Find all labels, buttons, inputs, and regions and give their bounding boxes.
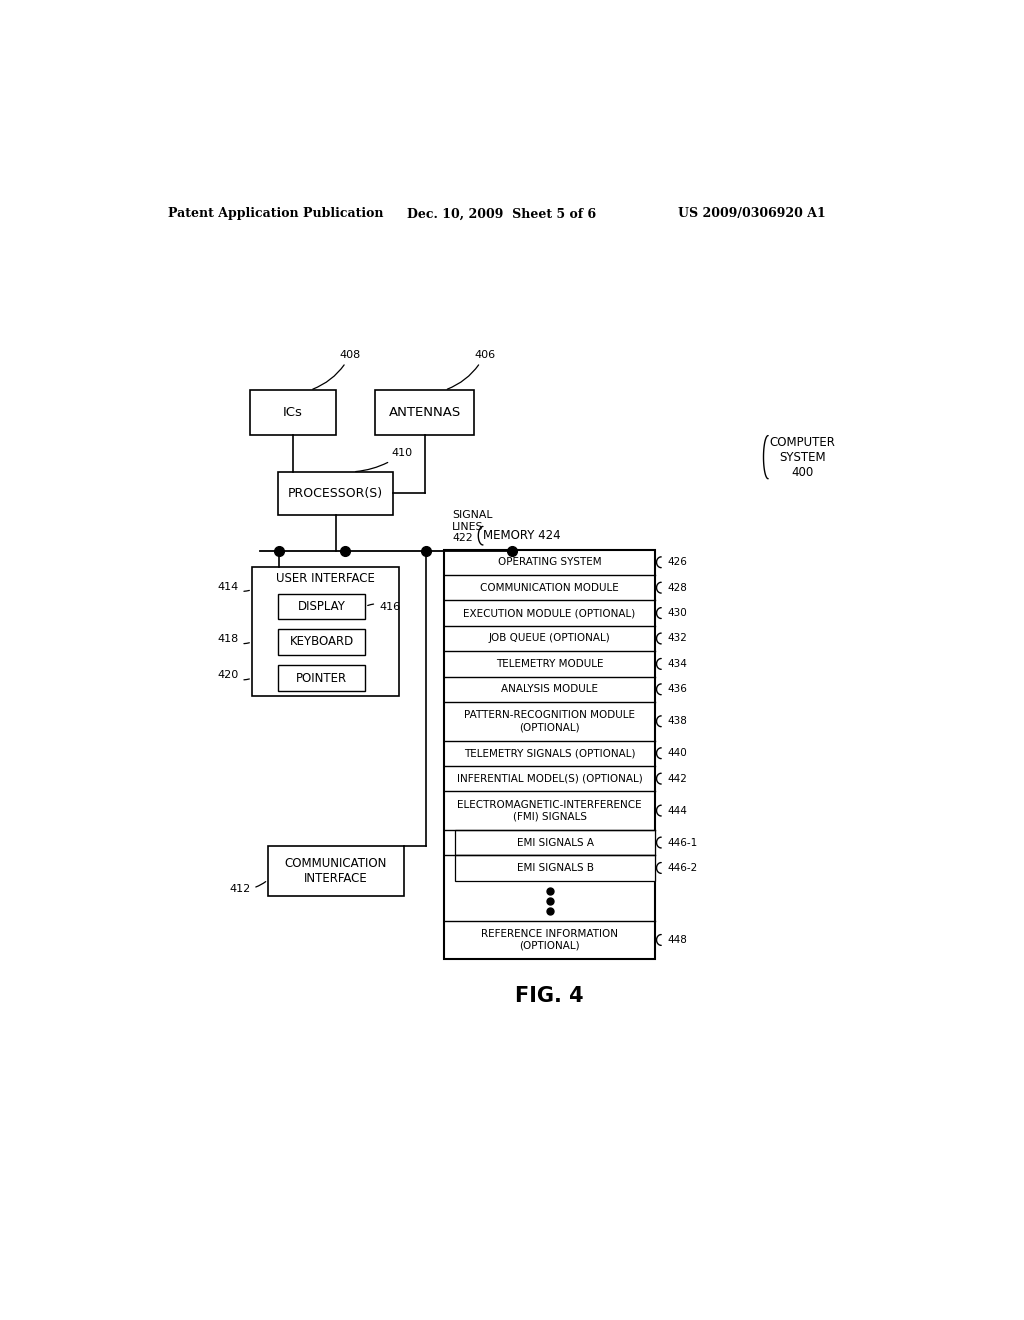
Text: COMMUNICATION MODULE: COMMUNICATION MODULE (480, 582, 618, 593)
Bar (268, 846, 403, 896)
Bar (279, 471, 393, 515)
Text: 448: 448 (668, 935, 687, 945)
Text: ANTENNAS: ANTENNAS (389, 407, 461, 418)
Text: 414: 414 (217, 582, 250, 591)
Bar (455, 830, 655, 855)
Text: SIGNAL
LINES
422: SIGNAL LINES 422 (452, 511, 493, 544)
Text: 418: 418 (217, 634, 250, 644)
Text: 420: 420 (217, 671, 250, 680)
Text: US 2009/0306920 A1: US 2009/0306920 A1 (678, 207, 826, 220)
Text: ANALYSIS MODULE: ANALYSIS MODULE (501, 684, 598, 694)
Bar (279, 630, 366, 655)
Text: KEYBOARD: KEYBOARD (290, 635, 354, 648)
Text: 438: 438 (668, 717, 687, 726)
Text: 442: 442 (668, 774, 687, 784)
Text: 410: 410 (355, 449, 413, 471)
Text: PATTERN-RECOGNITION MODULE
(OPTIONAL): PATTERN-RECOGNITION MODULE (OPTIONAL) (464, 710, 635, 733)
Text: 430: 430 (668, 609, 687, 618)
Text: 408: 408 (312, 350, 360, 389)
Text: FIG. 4: FIG. 4 (515, 986, 584, 1006)
Text: Patent Application Publication: Patent Application Publication (168, 207, 384, 220)
Text: ELECTROMAGNETIC-INTERFERENCE
(FMI) SIGNALS: ELECTROMAGNETIC-INTERFERENCE (FMI) SIGNA… (458, 800, 642, 821)
Text: USER INTERFACE: USER INTERFACE (276, 573, 375, 585)
Bar (375, 391, 474, 434)
Text: EXECUTION MODULE (OPTIONAL): EXECUTION MODULE (OPTIONAL) (464, 609, 636, 618)
Text: 412: 412 (229, 882, 265, 894)
Text: 406: 406 (447, 350, 496, 389)
Text: 440: 440 (668, 748, 687, 758)
Text: PROCESSOR(S): PROCESSOR(S) (288, 487, 383, 500)
Text: TELEMETRY MODULE: TELEMETRY MODULE (496, 659, 603, 669)
Text: 428: 428 (668, 582, 687, 593)
Text: Dec. 10, 2009  Sheet 5 of 6: Dec. 10, 2009 Sheet 5 of 6 (407, 207, 596, 220)
Text: EMI SIGNALS B: EMI SIGNALS B (516, 863, 594, 873)
Text: JOB QUEUE (OPTIONAL): JOB QUEUE (OPTIONAL) (488, 634, 610, 643)
Text: INFERENTIAL MODEL(S) (OPTIONAL): INFERENTIAL MODEL(S) (OPTIONAL) (457, 774, 642, 784)
Text: 446-2: 446-2 (668, 863, 697, 873)
Text: 416: 416 (368, 602, 400, 612)
Text: REFERENCE INFORMATION
(OPTIONAL): REFERENCE INFORMATION (OPTIONAL) (481, 929, 618, 950)
Text: 434: 434 (668, 659, 687, 669)
Text: 444: 444 (668, 805, 687, 816)
Text: EMI SIGNALS A: EMI SIGNALS A (516, 838, 594, 847)
Text: COMPUTER
SYSTEM
400: COMPUTER SYSTEM 400 (769, 436, 836, 479)
Text: OPERATING SYSTEM: OPERATING SYSTEM (498, 557, 601, 568)
Text: 446-1: 446-1 (668, 838, 697, 847)
Bar (455, 855, 655, 880)
Text: POINTER: POINTER (296, 672, 347, 685)
Text: COMMUNICATION
INTERFACE: COMMUNICATION INTERFACE (285, 857, 387, 884)
Text: ICs: ICs (284, 407, 303, 418)
Text: TELEMETRY SIGNALS (OPTIONAL): TELEMETRY SIGNALS (OPTIONAL) (464, 748, 635, 758)
Text: MEMORY 424: MEMORY 424 (483, 529, 560, 543)
Text: 436: 436 (668, 684, 687, 694)
Bar (251, 391, 336, 434)
Text: 426: 426 (668, 557, 687, 568)
Bar (252, 566, 399, 696)
Bar (279, 665, 366, 690)
Text: DISPLAY: DISPLAY (298, 601, 346, 612)
Bar (444, 549, 655, 960)
Bar (279, 594, 366, 619)
Text: 432: 432 (668, 634, 687, 643)
